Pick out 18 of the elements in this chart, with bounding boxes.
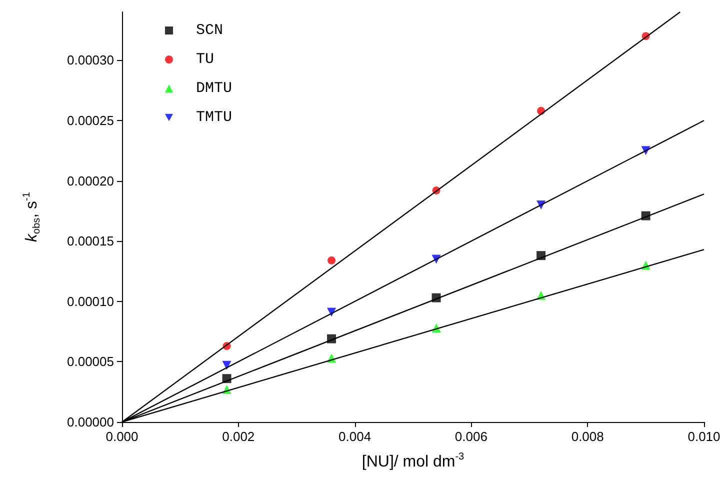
y-tick-label: 0.00020 [67, 173, 114, 188]
x-tick-label: 0.008 [571, 429, 604, 444]
legend-label: TMTU [196, 109, 232, 126]
y-tick-label: 0.00005 [67, 354, 114, 370]
y-tick-label: 0.00010 [67, 294, 114, 309]
y-tick-label: 0.00000 [67, 414, 114, 430]
x-tick-label: 0.000 [106, 429, 138, 444]
legend-label: SCN [196, 22, 224, 39]
x-tick-label: 0.004 [338, 429, 372, 444]
x-tick-label: 0.006 [454, 429, 488, 444]
legend-label: DMTU [196, 80, 232, 97]
legend-label: TU [196, 51, 214, 68]
y-tick-label: 0.00030 [67, 52, 114, 68]
y-tick-label: 0.00015 [67, 234, 114, 249]
y-axis-title: kobs, s-1 [22, 192, 42, 242]
y-tick-label: 0.00025 [67, 113, 114, 128]
x-tick-label: 0.002 [222, 429, 255, 444]
x-tick-label: 0.010 [688, 429, 720, 444]
